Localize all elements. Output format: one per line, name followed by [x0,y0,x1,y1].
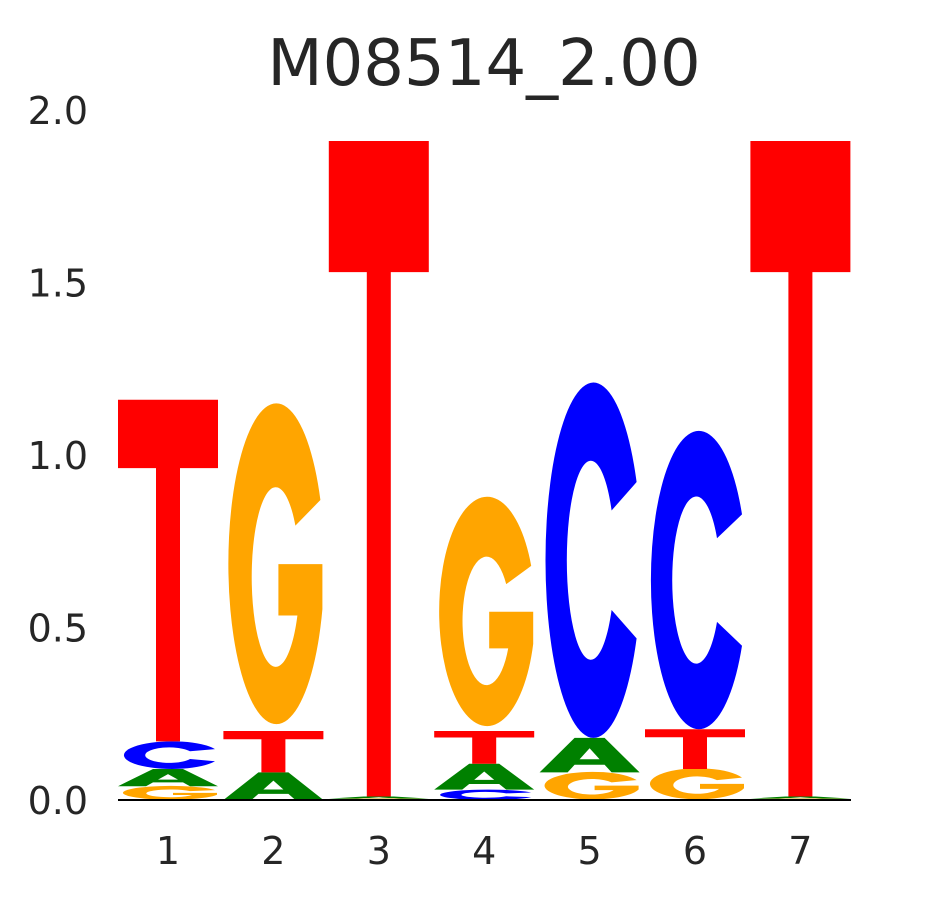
logo-letter-T [645,729,745,769]
logo-letter-A [750,796,851,799]
y-tick-label: 1.5 [28,262,88,306]
x-axis: 1 2 3 4 5 6 7 [156,829,813,873]
x-tick-label: 7 [788,829,812,873]
y-tick-label: 0.5 [28,607,88,651]
logo-letter-G [544,771,639,800]
logo-letter-T [328,141,429,797]
letter-stacks [118,141,851,800]
y-tick-label: 0.0 [28,779,88,823]
x-tick-label: 3 [367,829,391,873]
logo-letter-C [545,382,637,738]
x-tick-label: 1 [156,829,180,873]
y-tick-label: 1.0 [28,434,88,478]
logo-letter-C [123,741,215,769]
logo-letter-G [228,403,323,725]
logo-letter-T [750,141,851,797]
y-tick-label: 2.0 [28,89,88,133]
logo-letter-A [434,763,535,790]
logo-letter-G [439,496,534,727]
x-tick-label: 4 [472,829,496,873]
logo-letter-A [328,796,429,799]
logo-letter-T [118,399,218,742]
logo-letter-A [539,737,640,773]
logo-letter-T [223,731,324,773]
logo-letter-T [434,731,535,764]
chart-title: M08514_2.00 [267,27,700,101]
y-axis: 0.0 0.5 1.0 1.5 2.0 [28,89,88,823]
logo-letter-G [122,785,217,800]
logo-letter-A [223,772,324,800]
x-tick-label: 6 [683,829,707,873]
x-tick-label: 2 [261,829,285,873]
logo-letter-A [118,768,218,787]
x-tick-label: 5 [578,829,602,873]
logo-letter-C [440,789,532,800]
logo-letter-C [650,430,742,730]
logo-letter-G [649,768,744,800]
